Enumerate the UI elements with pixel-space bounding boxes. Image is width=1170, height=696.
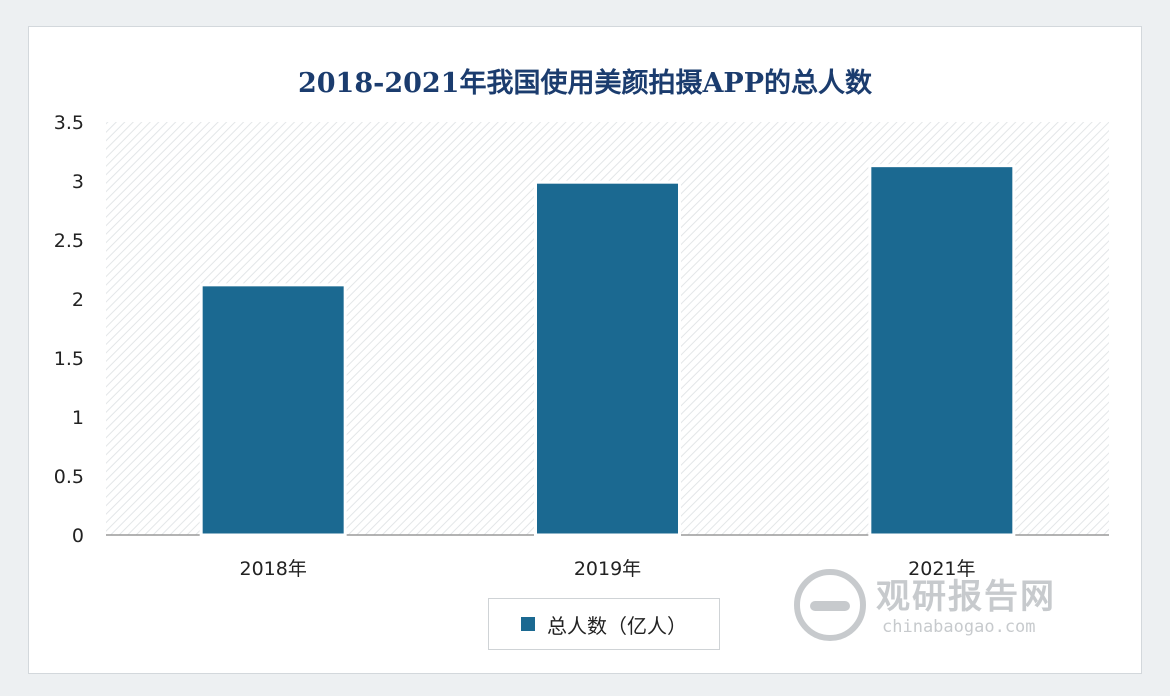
- watermark: 观研报告网 chinabaogao.com: [790, 565, 1110, 645]
- bar: [868, 164, 1016, 537]
- bar: [199, 283, 347, 537]
- y-tick-label: 1.5: [54, 348, 84, 370]
- y-tick-label: 0: [72, 525, 84, 547]
- legend-label: 总人数（亿人）: [547, 613, 687, 638]
- legend: 总人数（亿人）: [488, 598, 720, 650]
- y-tick-label: 1: [72, 407, 84, 429]
- y-tick-label: 0.5: [54, 466, 84, 488]
- y-tick-label: 2.5: [54, 230, 84, 252]
- bar: [534, 180, 681, 537]
- watermark-logo-icon: [794, 569, 866, 641]
- y-tick-label: 3.5: [54, 112, 84, 134]
- y-tick-label: 3: [72, 171, 84, 193]
- legend-swatch: [521, 617, 535, 631]
- x-tick-label: 2019年: [574, 558, 641, 580]
- chart-title: 2018-2021年我国使用美颜拍摄APP的总人数: [297, 68, 873, 99]
- x-tick-label: 2018年: [239, 558, 306, 580]
- watermark-url: chinabaogao.com: [882, 617, 1036, 637]
- x-tick-label: 2021年: [908, 558, 975, 580]
- y-tick-label: 2: [72, 289, 84, 311]
- watermark-name: 观研报告网: [876, 577, 1056, 617]
